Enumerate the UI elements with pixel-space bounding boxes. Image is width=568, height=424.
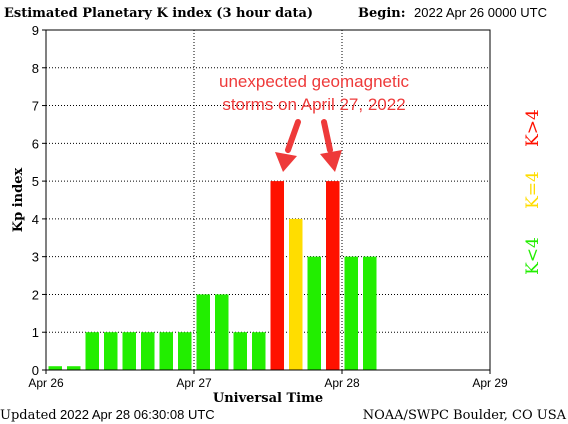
y-tick-label: 6 (32, 136, 39, 151)
kp-bar (363, 256, 377, 370)
x-tick-label: Apr 26 (28, 376, 64, 390)
y-axis-ticks: 0 1 2 3 4 5 6 7 8 9 (32, 23, 46, 378)
kp-bar (215, 294, 229, 370)
kp-bar (307, 256, 321, 370)
kp-bar (233, 332, 247, 370)
kp-bar (344, 256, 358, 370)
x-axis-label: Universal Time (213, 391, 323, 406)
kp-bar (178, 332, 192, 370)
annotation-arrow-right (320, 119, 342, 172)
y-tick-label: 5 (32, 174, 39, 189)
kp-bar (104, 332, 118, 370)
kp-bar (326, 181, 340, 370)
plot-frame (45, 29, 491, 371)
y-tick-label: 7 (32, 99, 39, 114)
kp-bar (85, 332, 99, 370)
y-tick-label: 1 (32, 325, 39, 340)
chart-title: Estimated Planetary K index (3 hour data… (4, 6, 313, 21)
y-tick-label: 2 (32, 287, 39, 302)
updated-value: 2022 Apr 28 06:30:08 UTC (60, 407, 215, 422)
y-tick-label: 9 (32, 23, 39, 38)
y-tick-label: 3 (32, 250, 39, 265)
kp-bar (196, 294, 210, 370)
kp-bar (122, 332, 136, 370)
y-tick-label: 8 (32, 61, 39, 76)
credit-text: NOAA/SWPC Boulder, CO USA (363, 408, 567, 423)
kp-bar (289, 218, 303, 370)
y-tick-label: 0 (32, 363, 39, 378)
kp-bar (252, 332, 266, 370)
kp-bar (159, 332, 173, 370)
x-tick-label: Apr 29 (472, 376, 508, 390)
x-axis-ticks: Apr 26 Apr 27 Apr 28 Apr 29 (28, 370, 508, 390)
x-tick-label: Apr 28 (324, 376, 360, 390)
begin-value: 2022 Apr 26 0000 UTC (414, 5, 547, 20)
annotation-line-1: unexpected geomagnetic (219, 72, 409, 91)
kp-bar (48, 366, 62, 370)
updated-label: Updated (0, 408, 57, 423)
y-axis-label: Kp index (11, 168, 26, 233)
bars (48, 181, 377, 370)
legend-k-equal-4: K=4 (523, 171, 543, 209)
begin-label: Begin: (358, 6, 406, 21)
kp-bar (270, 181, 284, 370)
legend-k-greater-4: K>4 (523, 109, 543, 147)
kp-bar (141, 332, 155, 370)
annotation-arrow-left (275, 119, 301, 172)
y-tick-label: 4 (32, 212, 39, 227)
x-tick-label: Apr 27 (176, 376, 212, 390)
annotation-line-2: storms on April 27, 2022 (222, 95, 405, 114)
kp-bar (67, 366, 81, 370)
grid-lines (46, 30, 490, 370)
legend-k-less-4: K<4 (523, 237, 543, 275)
